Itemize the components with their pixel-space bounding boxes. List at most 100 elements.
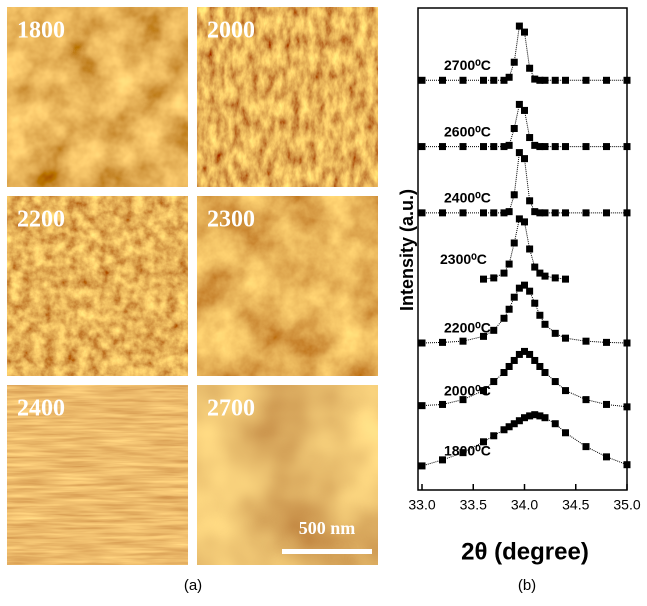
figure: 180020002200230024002700500 nm (a) 33.03… xyxy=(0,0,647,606)
data-point xyxy=(583,338,590,345)
data-point xyxy=(419,143,426,150)
data-point xyxy=(583,209,590,216)
x-tick-label: 35.0 xyxy=(613,497,640,513)
data-point xyxy=(480,143,487,150)
data-point xyxy=(490,143,497,150)
data-point xyxy=(562,276,569,283)
data-point xyxy=(460,77,467,84)
data-point xyxy=(531,357,538,364)
data-point xyxy=(542,143,549,150)
data-point xyxy=(511,239,518,246)
curve-label: 2600⁰C xyxy=(444,123,491,139)
x-tick-label: 34.5 xyxy=(562,497,589,513)
data-point xyxy=(506,363,513,370)
data-point xyxy=(419,77,426,84)
data-point xyxy=(526,65,533,72)
x-axis-title: 2θ (degree) xyxy=(461,538,589,565)
data-point xyxy=(531,264,538,271)
data-point xyxy=(490,209,497,216)
data-point xyxy=(583,143,590,150)
data-point xyxy=(490,327,497,334)
y-axis-title: Intensity (a.u.) xyxy=(397,189,417,311)
data-point xyxy=(480,276,487,283)
data-point xyxy=(562,387,569,394)
data-point xyxy=(526,351,533,358)
data-point xyxy=(501,369,508,376)
data-point xyxy=(624,403,631,410)
curve-label: 2000⁰C xyxy=(444,382,491,398)
data-point xyxy=(490,378,497,385)
afm-label: 2300 xyxy=(207,207,255,233)
x-tick-label: 33.0 xyxy=(408,497,435,513)
x-tick-label: 34.0 xyxy=(511,497,538,513)
data-point xyxy=(536,363,543,370)
data-point xyxy=(460,209,467,216)
curve-label: 2300⁰C xyxy=(440,251,487,267)
data-point xyxy=(552,77,559,84)
data-point xyxy=(516,149,523,156)
curve xyxy=(484,219,566,279)
data-point xyxy=(552,143,559,150)
data-point xyxy=(439,209,446,216)
data-point xyxy=(480,77,487,84)
data-point xyxy=(536,312,543,319)
curve-label: 2400⁰C xyxy=(444,190,491,206)
data-point xyxy=(562,77,569,84)
data-point xyxy=(542,414,549,421)
afm-label: 2700 xyxy=(207,396,255,422)
data-point xyxy=(521,218,528,225)
data-point xyxy=(542,273,549,280)
data-point xyxy=(511,125,518,132)
data-point xyxy=(531,300,538,307)
curve-label: 1800⁰C xyxy=(444,443,491,459)
afm-label: 2000 xyxy=(207,18,255,44)
data-point xyxy=(624,143,631,150)
data-point xyxy=(624,77,631,84)
curve xyxy=(422,351,627,406)
data-point xyxy=(439,339,446,346)
afm-label: 1800 xyxy=(17,18,65,44)
panel-caption: (b) xyxy=(518,577,536,594)
data-point xyxy=(490,274,497,281)
data-point xyxy=(583,443,590,450)
data-point xyxy=(542,77,549,84)
data-point xyxy=(624,209,631,216)
data-point xyxy=(439,77,446,84)
curve-label: 2700⁰C xyxy=(444,57,491,73)
x-tick-label: 33.5 xyxy=(460,497,487,513)
data-point xyxy=(506,142,513,149)
data-point xyxy=(603,339,610,346)
data-point xyxy=(552,330,559,337)
scale-bar-label: 500 nm xyxy=(299,518,356,538)
data-point xyxy=(562,143,569,150)
data-point xyxy=(511,357,518,364)
data-point xyxy=(603,401,610,408)
data-point xyxy=(521,155,528,162)
data-point xyxy=(511,294,518,301)
data-point xyxy=(603,453,610,460)
afm-label: 2400 xyxy=(17,396,65,422)
data-point xyxy=(521,29,528,36)
data-point xyxy=(526,288,533,295)
data-point xyxy=(603,77,610,84)
data-point xyxy=(542,209,549,216)
data-point xyxy=(506,208,513,215)
data-point xyxy=(562,429,569,436)
data-point xyxy=(439,401,446,408)
data-point xyxy=(526,246,533,253)
curve-label: 2200⁰C xyxy=(444,320,491,336)
data-point xyxy=(511,191,518,198)
data-point xyxy=(419,462,426,469)
data-point xyxy=(516,101,523,108)
data-point xyxy=(419,402,426,409)
data-point xyxy=(526,197,533,204)
data-point xyxy=(490,432,497,439)
data-point xyxy=(542,321,549,328)
data-point xyxy=(603,143,610,150)
data-point xyxy=(501,270,508,277)
xrd-chart: 33.0 33.5 34.0 34.5 35.0 2700⁰C 2600⁰C 2400⁰C 23… xyxy=(408,8,640,513)
data-point xyxy=(562,335,569,342)
data-point xyxy=(511,59,518,66)
data-point xyxy=(506,74,513,81)
data-point xyxy=(439,143,446,150)
